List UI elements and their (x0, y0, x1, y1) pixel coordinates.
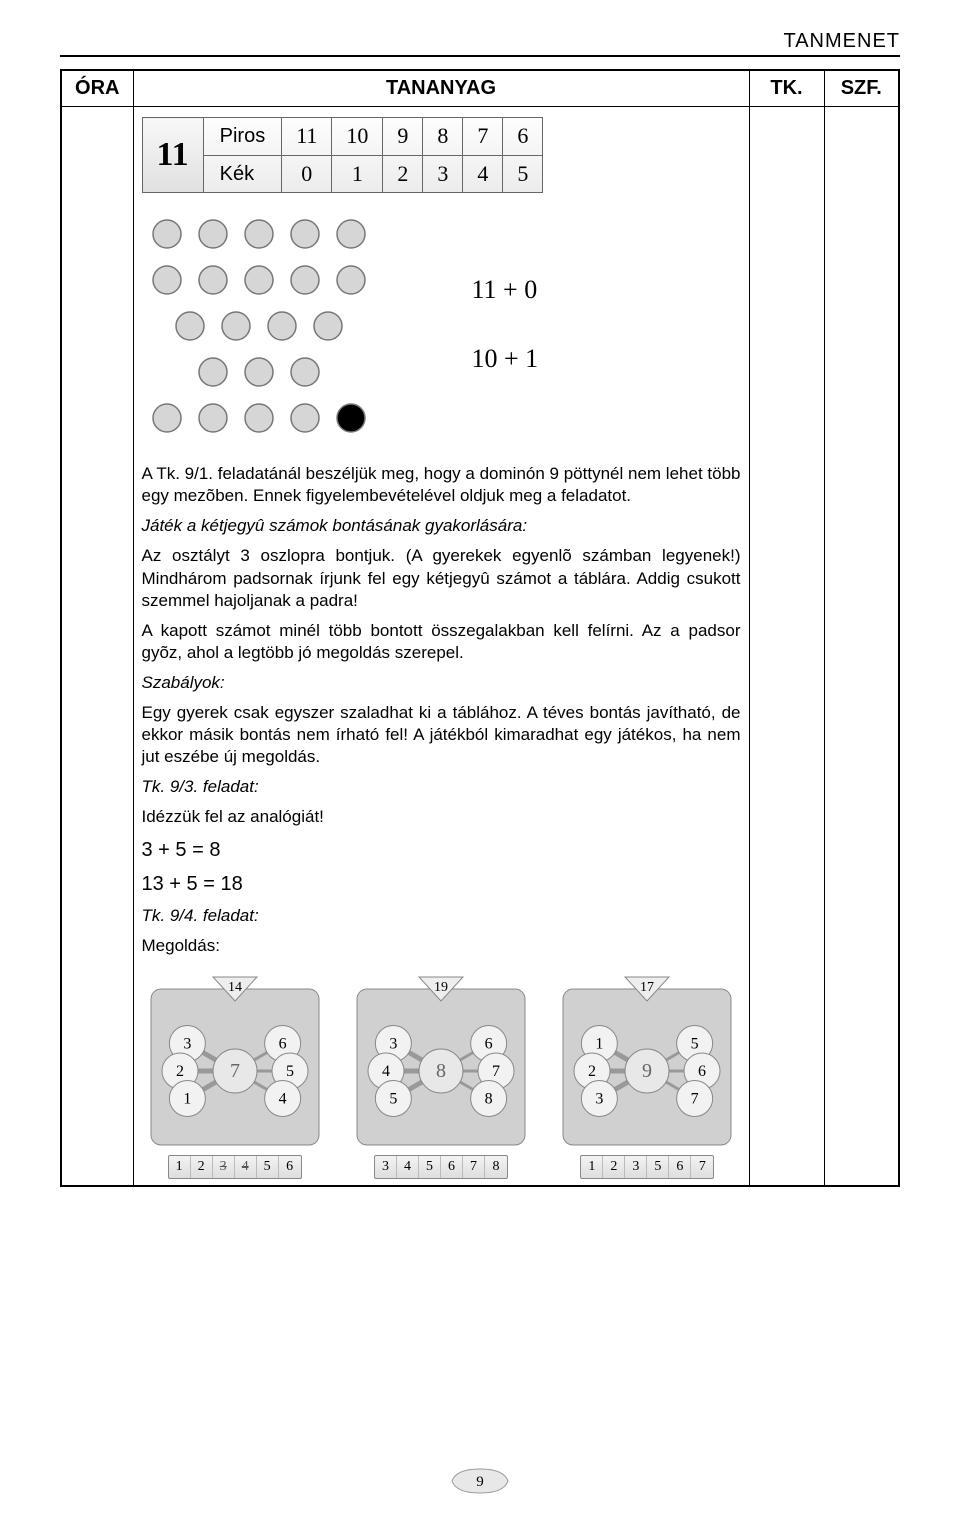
svg-text:9: 9 (642, 1060, 652, 1082)
task-text: Megoldás: (142, 935, 741, 957)
col-tananyag: TANANYAG (133, 70, 749, 107)
task-title: Tk. 9/3. feladat: (142, 776, 741, 798)
svg-text:6: 6 (278, 1035, 286, 1052)
cell: 4 (463, 155, 503, 193)
paragraph: Az osztályt 3 oszlopra bontjuk. (A gyere… (142, 545, 741, 611)
dots-figure: 11 + 0 10 + 1 (142, 209, 741, 439)
svg-text:5: 5 (389, 1090, 397, 1107)
svg-text:6: 6 (698, 1063, 706, 1080)
strip-cell: 4 (397, 1156, 419, 1178)
svg-text:3: 3 (183, 1035, 191, 1052)
cell: 6 (503, 118, 543, 156)
svg-text:3: 3 (389, 1035, 397, 1052)
cell-ora (61, 107, 133, 1186)
svg-text:2: 2 (588, 1063, 596, 1080)
game-title: Játék a kétjegyû számok bontásának gyako… (142, 515, 741, 537)
svg-text:19: 19 (434, 980, 448, 995)
stars-row: 143625147 123456 193647588 345678 171526… (142, 971, 741, 1179)
strip-cell: 8 (485, 1156, 507, 1178)
strip-cell: 3 (625, 1156, 647, 1178)
dot-labels: 11 + 0 10 + 1 (472, 238, 539, 411)
svg-text:7: 7 (691, 1090, 699, 1107)
cell: 5 (503, 155, 543, 193)
svg-text:6: 6 (485, 1035, 493, 1052)
dot-label-2: 10 + 1 (472, 342, 539, 376)
svg-text:4: 4 (278, 1090, 286, 1107)
svg-text:2: 2 (176, 1063, 184, 1080)
strip-cell: 6 (669, 1156, 691, 1178)
dots-grid (142, 209, 432, 439)
page-number: 9 (450, 1467, 510, 1495)
svg-text:1: 1 (596, 1035, 604, 1052)
strip-cell: 6 (279, 1156, 301, 1178)
svg-text:5: 5 (691, 1035, 699, 1052)
cell-content: 11 Piros 11 10 9 8 7 6 Kék 0 1 (133, 107, 749, 1186)
svg-text:8: 8 (485, 1090, 493, 1107)
svg-text:7: 7 (492, 1063, 500, 1080)
paragraph: Egy gyerek csak egyszer szaladhat ki a t… (142, 702, 741, 768)
strip-cell: 3 (375, 1156, 397, 1178)
svg-text:5: 5 (286, 1063, 294, 1080)
svg-text:3: 3 (596, 1090, 604, 1107)
col-ora: ÓRA (61, 70, 133, 107)
cell: 2 (383, 155, 423, 193)
svg-text:9: 9 (476, 1474, 484, 1490)
number-table: 11 Piros 11 10 9 8 7 6 Kék 0 1 (142, 117, 544, 193)
cell: 3 (423, 155, 463, 193)
equation: 3 + 5 = 8 (142, 837, 741, 863)
task-text: Idézzük fel az analógiát! (142, 806, 741, 828)
star-puzzle-1: 143625147 123456 (142, 971, 328, 1179)
svg-text:4: 4 (382, 1063, 390, 1080)
strip-cell: 2 (603, 1156, 625, 1178)
strip-cell: 5 (419, 1156, 441, 1178)
cell: 8 (423, 118, 463, 156)
equation: 13 + 5 = 18 (142, 871, 741, 897)
strip-cell: 6 (441, 1156, 463, 1178)
svg-text:1: 1 (183, 1090, 191, 1107)
rules-title: Szabályok: (142, 672, 741, 694)
number-strip: 123567 (580, 1155, 714, 1179)
cell: 11 (282, 118, 332, 156)
strip-cell: 2 (191, 1156, 213, 1178)
strip-cell: 5 (257, 1156, 279, 1178)
cell: 9 (383, 118, 423, 156)
svg-text:17: 17 (640, 980, 654, 995)
strip-cell: 4 (235, 1156, 257, 1178)
cell-szf (824, 107, 899, 1186)
section-tag: TANMENET (60, 30, 900, 57)
svg-text:14: 14 (228, 980, 242, 995)
lesson-table: ÓRA TANANYAG TK. SZF. 11 Piros 11 10 (60, 69, 900, 1187)
dot-label-1: 11 + 0 (472, 273, 539, 307)
row1-label: Piros (203, 118, 282, 156)
paragraph: A Tk. 9/1. feladatánál beszéljük meg, ho… (142, 463, 741, 507)
number-strip: 123456 (168, 1155, 302, 1179)
svg-text:7: 7 (230, 1060, 240, 1082)
star-puzzle-3: 171526379 123567 (554, 971, 740, 1179)
svg-text:8: 8 (436, 1060, 446, 1082)
cell-tk (749, 107, 824, 1186)
cell: 10 (332, 118, 383, 156)
strip-cell: 7 (463, 1156, 485, 1178)
cell: 7 (463, 118, 503, 156)
col-tk: TK. (749, 70, 824, 107)
row2-label: Kék (203, 155, 282, 193)
col-szf: SZF. (824, 70, 899, 107)
task-title: Tk. 9/4. feladat: (142, 905, 741, 927)
strip-cell: 5 (647, 1156, 669, 1178)
strip-cell: 1 (581, 1156, 603, 1178)
cell: 1 (332, 155, 383, 193)
strip-cell: 7 (691, 1156, 713, 1178)
corner-number: 11 (142, 118, 203, 193)
paragraph: A kapott számot minél több bontott össze… (142, 620, 741, 664)
number-strip: 345678 (374, 1155, 508, 1179)
strip-cell: 3 (213, 1156, 235, 1178)
cell: 0 (282, 155, 332, 193)
strip-cell: 1 (169, 1156, 191, 1178)
star-puzzle-2: 193647588 345678 (348, 971, 534, 1179)
